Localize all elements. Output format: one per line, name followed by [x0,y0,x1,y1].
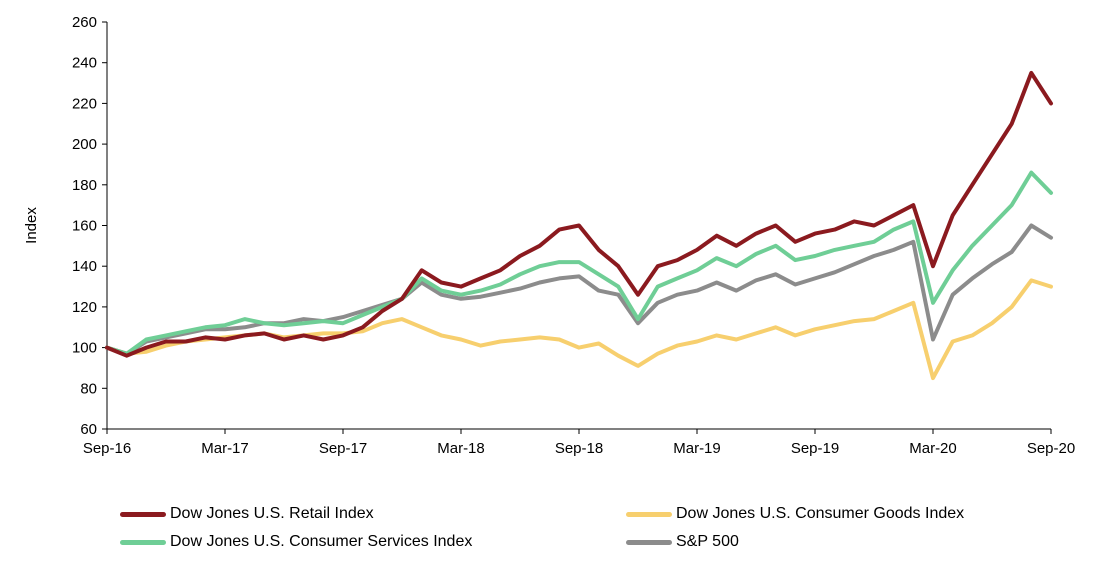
x-tick-label: Mar-18 [437,440,485,457]
y-tick-label: 100 [72,340,97,357]
y-tick-label: 260 [72,14,97,31]
axes: 60 80 100 120 140 160 180 200 220 240 260 Sep-16 Mar… [23,14,1075,457]
y-tick-label: 180 [72,177,97,194]
y-tick-label: 140 [72,258,97,275]
y-tick-label: 60 [80,421,97,438]
y-tick-label: 80 [80,380,97,397]
x-tick-label: Sep-19 [791,440,839,457]
y-tick-label: 160 [72,218,97,235]
series-layer [105,70,1053,381]
x-tick-label: Mar-20 [909,440,957,457]
y-axis-title: Index [23,207,40,244]
y-tick-label: 220 [72,95,97,112]
x-tick-label: Sep-17 [319,440,367,457]
y-tick-label: 240 [72,55,97,72]
y-tick-label: 120 [72,299,97,316]
x-tick-label: Sep-20 [1027,440,1075,457]
series-line-consumer-goods [105,278,1053,381]
series-line-retail [105,70,1053,358]
x-tick-label: Sep-16 [83,440,131,457]
series-line-consumer-services [105,170,1053,356]
x-tick-label: Mar-19 [673,440,721,457]
x-tick-label: Sep-18 [555,440,603,457]
x-tick-label: Mar-17 [201,440,249,457]
y-tick-label: 200 [72,136,97,153]
